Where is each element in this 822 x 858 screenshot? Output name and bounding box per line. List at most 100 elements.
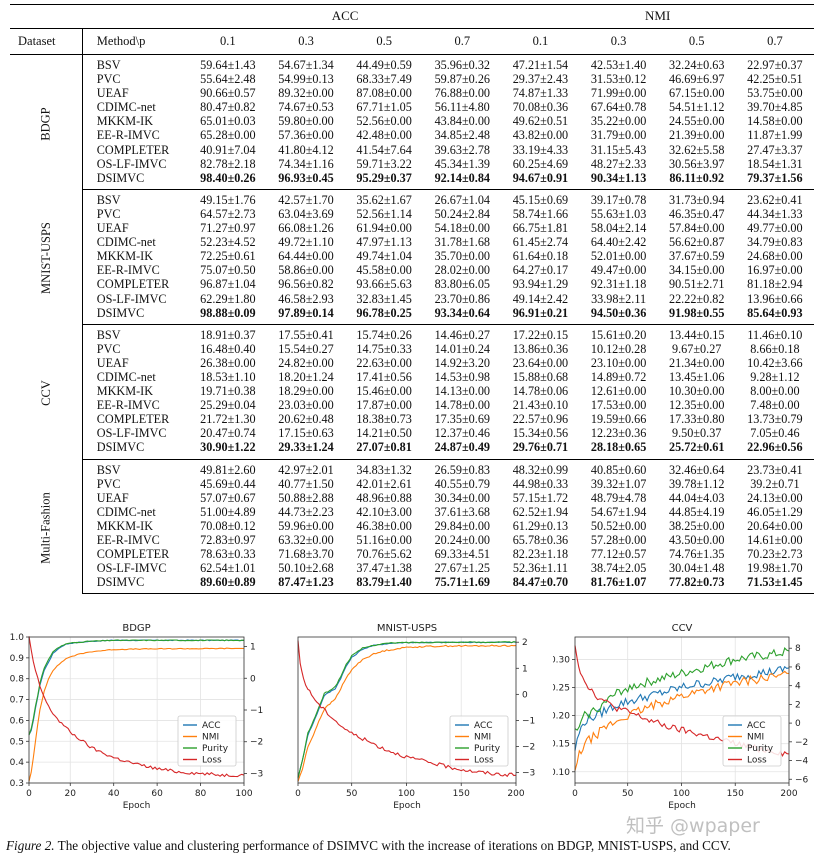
- table-row: EE-R-IMVC 25.29±0.04 23.03±0.00 17.87±0.00 1…: [10, 398, 814, 412]
- y2-tick-label: −6: [795, 775, 809, 785]
- table-cell: 66.08±1.26: [278, 221, 334, 236]
- table-cell: 68.33±7.49: [356, 72, 412, 87]
- table-cell: 70.08±0.12: [200, 518, 256, 533]
- table-cell: 10.12±0.28: [590, 341, 647, 356]
- y2-tick-label: −3: [522, 769, 535, 779]
- dataset-name: MNIST-USPS: [38, 222, 53, 295]
- table-cell: 63.32±0.00: [278, 533, 334, 547]
- y-tick-label: 0.7: [10, 696, 24, 706]
- results-table: ACC NMI Dataset Method\p 0.1 0.3 0.5 0.7 0.1…: [10, 4, 814, 595]
- table-cell: 71.27±0.97: [200, 221, 256, 236]
- table-cell: 59.96±0.00: [278, 518, 334, 533]
- table-cell: 59.71±3.22: [356, 156, 412, 171]
- table-cell: 87.47±1.23: [266, 575, 346, 595]
- table-cell: 82.23±1.18: [512, 547, 569, 562]
- table-cell: 96.78±0.25: [345, 305, 424, 325]
- table-cell: 43.50±0.00: [668, 533, 725, 547]
- method-name: UEAF: [96, 221, 129, 236]
- table-cell: 83.79±1.40: [345, 575, 424, 595]
- plot-frame: [574, 636, 790, 784]
- y2-tick-label: −4: [795, 757, 809, 767]
- series-line-acc: [574, 665, 790, 751]
- table-cell: 8.00±0.00: [750, 384, 800, 399]
- table-cell: 31.79±0.00: [590, 128, 647, 143]
- legend-label: Purity: [747, 744, 774, 754]
- table-cell: 23.03±0.00: [278, 398, 334, 413]
- table-cell: 44.73±2.23: [278, 504, 334, 519]
- table-cell: 75.07±0.50: [200, 263, 256, 278]
- method-name: CDIMC-net: [96, 100, 156, 115]
- method-name: BSV: [96, 192, 121, 207]
- table-cell: 18.38±0.73: [356, 412, 412, 427]
- table-cell: 92.31±1.18: [590, 277, 647, 292]
- y2-tick-label: 0: [522, 690, 528, 700]
- table-cell: 31.73±0.94: [668, 192, 725, 207]
- table-cell: 20.47±0.74: [200, 426, 256, 441]
- table-cell: 50.88±2.88: [278, 490, 334, 505]
- table-cell: 39.17±0.78: [590, 192, 647, 207]
- table-cell: 42.57±1.70: [278, 192, 334, 207]
- method-name: OS-LF-IMVC: [96, 426, 167, 441]
- table-cell: 49.62±0.51: [512, 114, 569, 129]
- table-cell: 54.67±1.34: [278, 58, 334, 72]
- table-cell: 57.07±0.67: [200, 490, 256, 505]
- table-cell: 30.34±0.00: [434, 490, 491, 505]
- table-cell: 52.56±0.00: [356, 114, 412, 129]
- table-cell: 62.29±1.80: [200, 291, 256, 306]
- table-cell: 7.05±0.46: [750, 426, 800, 441]
- table-cell: 32.46±0.64: [668, 462, 725, 477]
- table-cell: 97.89±0.14: [266, 305, 346, 325]
- table-cell: 14.78±0.00: [434, 398, 491, 413]
- legend-label: ACC: [747, 721, 766, 731]
- table-cell: 45.15±0.69: [512, 192, 569, 207]
- x-tick-label: 150: [727, 789, 744, 799]
- table-cell: 29.37±2.43: [512, 72, 569, 87]
- x-tick-label: 50: [346, 789, 358, 799]
- table-cell: 61.64±0.18: [512, 249, 569, 264]
- y2-tick-label: 1: [250, 643, 256, 653]
- table-cell: 96.91±0.21: [501, 305, 580, 325]
- table-cell: 50.52±0.00: [590, 518, 647, 533]
- table-cell: 64.27±0.17: [512, 263, 569, 278]
- table-cell: 49.72±1.10: [278, 235, 334, 250]
- table-cell: 71.99±0.00: [590, 86, 647, 101]
- table-cell: 43.84±0.00: [434, 114, 491, 129]
- table-cell: 13.96±0.66: [747, 291, 803, 306]
- table-row: MKKM-IK 65.01±0.03 59.80±0.00 52.56±0.00 43.…: [10, 114, 814, 128]
- table-cell: 34.15±0.00: [668, 263, 725, 278]
- legend-box: [177, 715, 237, 767]
- table-cell: 32.62±5.58: [668, 142, 725, 157]
- x-tick-label: 0: [295, 789, 301, 799]
- table-cell: 84.47±0.70: [501, 575, 580, 595]
- table-cell: 81.76±1.07: [579, 575, 658, 595]
- table-cell: 26.67±1.04: [434, 192, 491, 207]
- y2-tick-label: −3: [250, 769, 263, 779]
- x-tick-label: 20: [65, 789, 77, 799]
- table-cell: 19.71±0.38: [200, 384, 256, 399]
- legend-box: [722, 715, 782, 767]
- table-cell: 67.64±0.78: [590, 100, 647, 115]
- y2-tick-label: −2: [795, 738, 808, 748]
- table-cell: 42.25±0.51: [747, 72, 803, 87]
- table-cell: 44.34±1.33: [747, 206, 803, 221]
- table-cell: 56.11±4.80: [434, 100, 490, 115]
- table-cell: 27.07±0.81: [345, 440, 424, 460]
- method-name: COMPLETER: [96, 547, 170, 562]
- table-cell: 42.53±1.40: [590, 58, 647, 72]
- table-cell: 94.50±0.36: [579, 305, 658, 325]
- table-cell: 14.75±0.33: [356, 341, 412, 356]
- table-cell: 17.22±0.15: [512, 327, 569, 342]
- table-cell: 34.83±1.32: [356, 462, 412, 477]
- method-name: DSIMVC: [82, 170, 189, 190]
- table-row: CDIMC-net 51.00±4.89 44.73±2.23 42.10±3.00 3…: [10, 505, 814, 519]
- table-cell: 39.63±2.78: [434, 142, 491, 157]
- table-cell: 26.38±0.00: [200, 355, 256, 370]
- series-line-nmi: [297, 644, 517, 782]
- x-tick-label: 150: [453, 789, 470, 799]
- table-cell: 23.10±0.00: [590, 355, 647, 370]
- table-cell: 10.30±0.00: [668, 384, 725, 399]
- watermark: 知乎 @wpaper: [626, 815, 760, 837]
- table-cell: 37.67±0.59: [668, 249, 725, 264]
- y-tick-label: 0.5: [10, 737, 24, 747]
- table-row: CDIMC-net 80.47±0.82 74.67±0.53 67.71±1.05 5…: [10, 100, 814, 114]
